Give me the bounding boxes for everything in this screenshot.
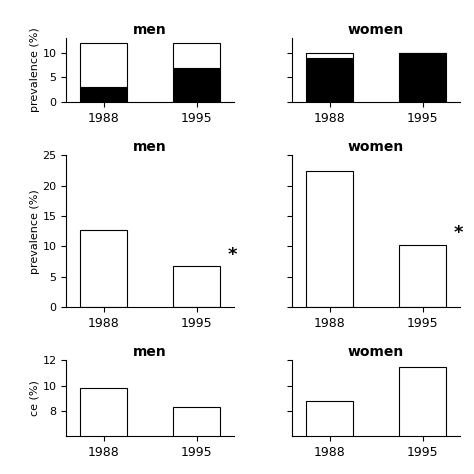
Title: women: women	[348, 140, 404, 155]
Text: *: *	[453, 224, 463, 242]
Bar	[173, 407, 220, 474]
Bar	[80, 87, 127, 102]
Title: women: women	[348, 345, 404, 359]
Bar	[399, 53, 446, 102]
Bar	[306, 53, 353, 58]
Bar	[173, 266, 220, 307]
Y-axis label: ce (%): ce (%)	[30, 380, 40, 416]
Y-axis label: prevalence (%): prevalence (%)	[30, 27, 40, 112]
Bar	[306, 58, 353, 102]
Title: men: men	[133, 23, 167, 37]
Bar	[173, 43, 220, 67]
Bar	[80, 43, 127, 87]
Title: women: women	[348, 23, 404, 37]
Bar	[399, 367, 446, 474]
Title: men: men	[133, 140, 167, 155]
Bar	[306, 401, 353, 474]
Bar	[399, 245, 446, 307]
Bar	[80, 230, 127, 307]
Text: *: *	[227, 246, 237, 264]
Title: men: men	[133, 345, 167, 359]
Bar	[80, 388, 127, 474]
Bar	[173, 67, 220, 102]
Bar	[306, 171, 353, 307]
Y-axis label: prevalence (%): prevalence (%)	[30, 189, 40, 273]
